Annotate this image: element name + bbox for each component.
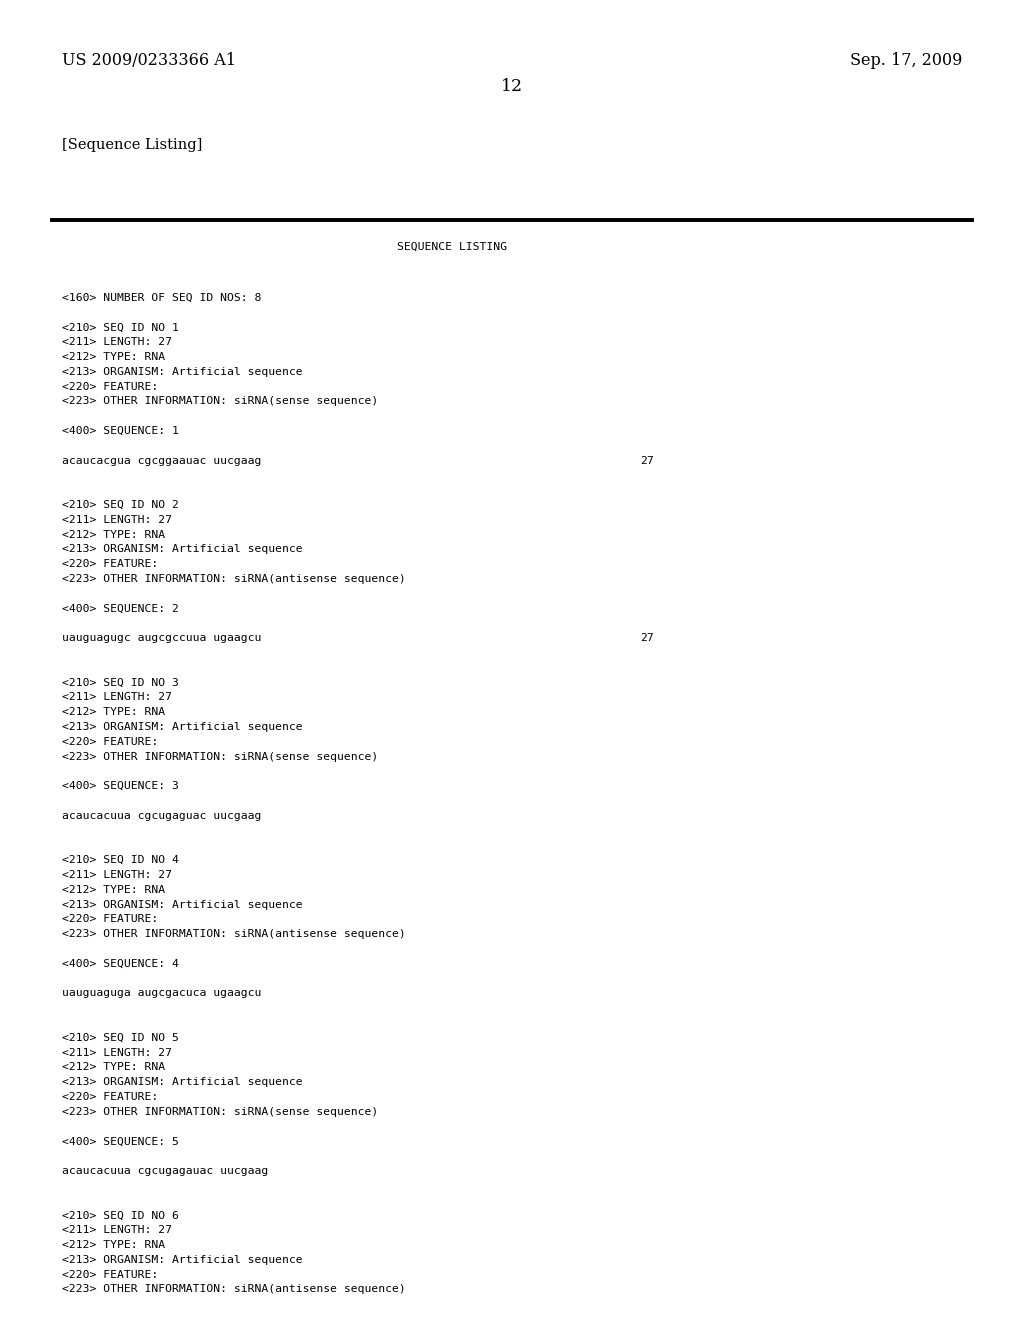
Text: uauguaguga augcgacuca ugaagcu: uauguaguga augcgacuca ugaagcu xyxy=(62,989,261,998)
Text: <223> OTHER INFORMATION: siRNA(antisense sequence): <223> OTHER INFORMATION: siRNA(antisense… xyxy=(62,929,406,940)
Text: <211> LENGTH: 27: <211> LENGTH: 27 xyxy=(62,337,172,347)
Text: <220> FEATURE:: <220> FEATURE: xyxy=(62,560,159,569)
Text: US 2009/0233366 A1: US 2009/0233366 A1 xyxy=(62,51,236,69)
Text: <213> ORGANISM: Artificial sequence: <213> ORGANISM: Artificial sequence xyxy=(62,367,303,376)
Text: 27: 27 xyxy=(640,634,653,643)
Text: <220> FEATURE:: <220> FEATURE: xyxy=(62,1092,159,1102)
Text: 12: 12 xyxy=(501,78,523,95)
Text: <213> ORGANISM: Artificial sequence: <213> ORGANISM: Artificial sequence xyxy=(62,544,303,554)
Text: <212> TYPE: RNA: <212> TYPE: RNA xyxy=(62,529,165,540)
Text: <223> OTHER INFORMATION: siRNA(sense sequence): <223> OTHER INFORMATION: siRNA(sense seq… xyxy=(62,751,378,762)
Text: <213> ORGANISM: Artificial sequence: <213> ORGANISM: Artificial sequence xyxy=(62,1077,303,1088)
Text: acaucacuua cgcugaguac uucgaag: acaucacuua cgcugaguac uucgaag xyxy=(62,810,261,821)
Text: <400> SEQUENCE: 1: <400> SEQUENCE: 1 xyxy=(62,426,179,436)
Text: <400> SEQUENCE: 3: <400> SEQUENCE: 3 xyxy=(62,781,179,791)
Text: <223> OTHER INFORMATION: siRNA(antisense sequence): <223> OTHER INFORMATION: siRNA(antisense… xyxy=(62,1284,406,1295)
Text: 27: 27 xyxy=(640,455,653,466)
Text: <212> TYPE: RNA: <212> TYPE: RNA xyxy=(62,352,165,362)
Text: <210> SEQ ID NO 1: <210> SEQ ID NO 1 xyxy=(62,322,179,333)
Text: <213> ORGANISM: Artificial sequence: <213> ORGANISM: Artificial sequence xyxy=(62,900,303,909)
Text: [Sequence Listing]: [Sequence Listing] xyxy=(62,139,203,152)
Text: <213> ORGANISM: Artificial sequence: <213> ORGANISM: Artificial sequence xyxy=(62,722,303,733)
Text: <211> LENGTH: 27: <211> LENGTH: 27 xyxy=(62,1048,172,1057)
Text: <212> TYPE: RNA: <212> TYPE: RNA xyxy=(62,884,165,895)
Text: <210> SEQ ID NO 5: <210> SEQ ID NO 5 xyxy=(62,1032,179,1043)
Text: <211> LENGTH: 27: <211> LENGTH: 27 xyxy=(62,870,172,880)
Text: <211> LENGTH: 27: <211> LENGTH: 27 xyxy=(62,693,172,702)
Text: acaucacgua cgcggaauac uucgaag: acaucacgua cgcggaauac uucgaag xyxy=(62,455,261,466)
Text: <212> TYPE: RNA: <212> TYPE: RNA xyxy=(62,1239,165,1250)
Text: <223> OTHER INFORMATION: siRNA(sense sequence): <223> OTHER INFORMATION: siRNA(sense seq… xyxy=(62,1106,378,1117)
Text: <223> OTHER INFORMATION: siRNA(antisense sequence): <223> OTHER INFORMATION: siRNA(antisense… xyxy=(62,574,406,583)
Text: <220> FEATURE:: <220> FEATURE: xyxy=(62,915,159,924)
Text: <400> SEQUENCE: 5: <400> SEQUENCE: 5 xyxy=(62,1137,179,1146)
Text: <211> LENGTH: 27: <211> LENGTH: 27 xyxy=(62,515,172,525)
Text: <210> SEQ ID NO 2: <210> SEQ ID NO 2 xyxy=(62,500,179,510)
Text: acaucacuua cgcugagauac uucgaag: acaucacuua cgcugagauac uucgaag xyxy=(62,1166,268,1176)
Text: <400> SEQUENCE: 4: <400> SEQUENCE: 4 xyxy=(62,958,179,969)
Text: uauguagugc augcgccuua ugaagcu: uauguagugc augcgccuua ugaagcu xyxy=(62,634,261,643)
Text: <400> SEQUENCE: 2: <400> SEQUENCE: 2 xyxy=(62,603,179,614)
Text: <223> OTHER INFORMATION: siRNA(sense sequence): <223> OTHER INFORMATION: siRNA(sense seq… xyxy=(62,396,378,407)
Text: <220> FEATURE:: <220> FEATURE: xyxy=(62,737,159,747)
Text: <211> LENGTH: 27: <211> LENGTH: 27 xyxy=(62,1225,172,1236)
Text: <220> FEATURE:: <220> FEATURE: xyxy=(62,1270,159,1279)
Text: Sep. 17, 2009: Sep. 17, 2009 xyxy=(850,51,962,69)
Text: <210> SEQ ID NO 6: <210> SEQ ID NO 6 xyxy=(62,1210,179,1221)
Text: <212> TYPE: RNA: <212> TYPE: RNA xyxy=(62,708,165,717)
Text: <160> NUMBER OF SEQ ID NOS: 8: <160> NUMBER OF SEQ ID NOS: 8 xyxy=(62,293,261,302)
Text: <210> SEQ ID NO 4: <210> SEQ ID NO 4 xyxy=(62,855,179,865)
Text: <220> FEATURE:: <220> FEATURE: xyxy=(62,381,159,392)
Text: <213> ORGANISM: Artificial sequence: <213> ORGANISM: Artificial sequence xyxy=(62,1255,303,1265)
Text: <212> TYPE: RNA: <212> TYPE: RNA xyxy=(62,1063,165,1072)
Text: <210> SEQ ID NO 3: <210> SEQ ID NO 3 xyxy=(62,677,179,688)
Text: SEQUENCE LISTING: SEQUENCE LISTING xyxy=(397,242,507,252)
